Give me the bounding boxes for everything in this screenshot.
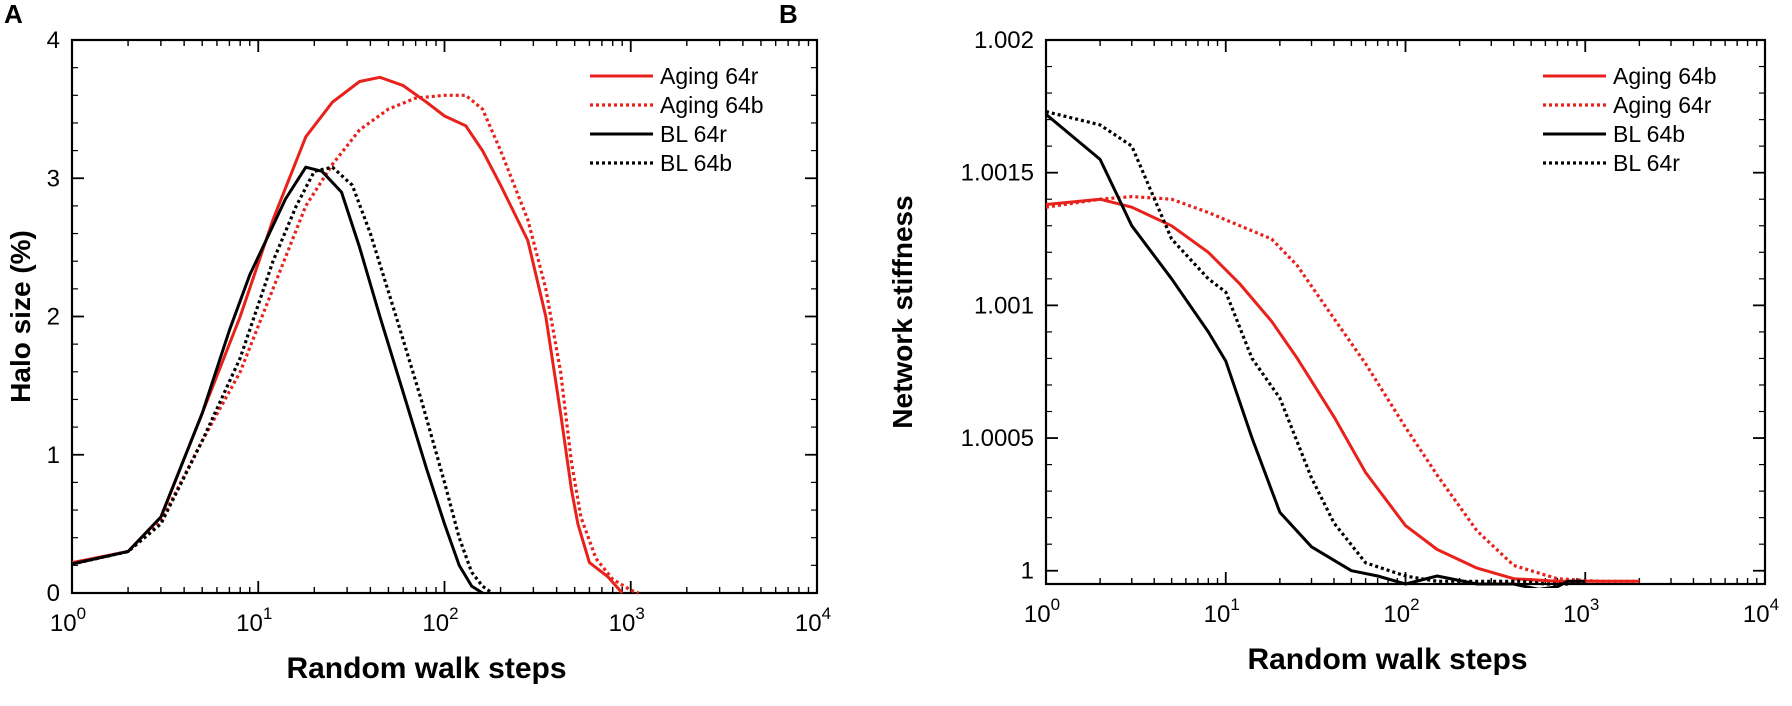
x-tick-label: 102 <box>1383 595 1419 628</box>
y-axis-ticks: 1 1.0005 1.001 1.0015 1.002 <box>961 27 1765 585</box>
x-tick-label: 104 <box>795 604 831 637</box>
chart-panel-a: 100 101 102 103 104 0 1 2 3 4 Random walk steps Hal… <box>5 27 831 685</box>
series-line-aging-64b <box>72 93 640 595</box>
y-tick-label: 2 <box>47 304 60 331</box>
series-line-bl-64r <box>72 165 484 595</box>
x-minor-ticks <box>1099 40 1758 584</box>
series-line-aging-64r <box>1046 195 1640 583</box>
y-tick-label: 3 <box>47 165 60 192</box>
legend-label: Aging 64b <box>660 92 764 118</box>
x-tick-label: 101 <box>1204 595 1240 628</box>
y-tick-label: 0 <box>47 580 60 607</box>
legend-label: Aging 64b <box>1613 63 1717 89</box>
y-axis-ticks: 0 1 2 3 4 <box>47 27 817 607</box>
x-tick-label: 100 <box>50 604 86 637</box>
y-tick-label: 4 <box>47 27 60 54</box>
x-tick-label: 103 <box>1563 595 1599 628</box>
series-line-bl-64r <box>1046 110 1586 586</box>
series-group <box>1046 110 1640 588</box>
x-axis-title: Random walk steps <box>1247 643 1527 676</box>
y-minor-ticks <box>1046 65 1765 545</box>
series-group <box>72 75 640 595</box>
panel-label-b: B <box>779 0 798 29</box>
x-axis-title: Random walk steps <box>286 652 566 685</box>
y-tick-label: 1.0005 <box>961 425 1034 452</box>
legend-label: BL 64b <box>1613 121 1685 147</box>
panel-label-a: A <box>4 0 23 29</box>
chart-panel-b: 100 101 102 103 104 1 1.0005 1.001 1.0015 1.002 Ra… <box>887 27 1779 676</box>
legend-label: Aging 64r <box>660 63 759 89</box>
series-line-aging-64r <box>72 75 624 594</box>
y-tick-label: 1 <box>47 442 60 469</box>
y-tick-label: 1.0015 <box>961 160 1034 187</box>
legend: Aging 64r Aging 64b BL 64r BL 64b <box>590 63 764 176</box>
x-tick-label: 100 <box>1024 595 1060 628</box>
legend-label: BL 64b <box>660 150 732 176</box>
y-tick-label: 1 <box>1021 558 1034 585</box>
x-tick-label: 104 <box>1743 595 1779 628</box>
y-minor-ticks <box>72 67 817 566</box>
legend-label: Aging 64r <box>1613 92 1712 118</box>
x-minor-ticks <box>127 40 810 593</box>
y-axis-title: Halo size (%) <box>5 230 36 403</box>
x-tick-label: 103 <box>609 604 645 637</box>
x-tick-label: 102 <box>422 604 458 637</box>
x-axis-ticks: 100 101 102 103 104 <box>1024 40 1779 628</box>
y-axis-title: Network stiffness <box>887 195 918 428</box>
series-line-aging-64b <box>1046 197 1640 583</box>
y-tick-label: 1.001 <box>974 292 1034 319</box>
x-tick-label: 101 <box>236 604 272 637</box>
series-line-bl-64b <box>72 165 493 595</box>
y-tick-label: 1.002 <box>974 27 1034 54</box>
legend: Aging 64b Aging 64r BL 64b BL 64r <box>1543 63 1717 176</box>
legend-label: BL 64r <box>1613 150 1680 176</box>
legend-label: BL 64r <box>660 121 727 147</box>
series-line-bl-64b <box>1046 113 1586 588</box>
